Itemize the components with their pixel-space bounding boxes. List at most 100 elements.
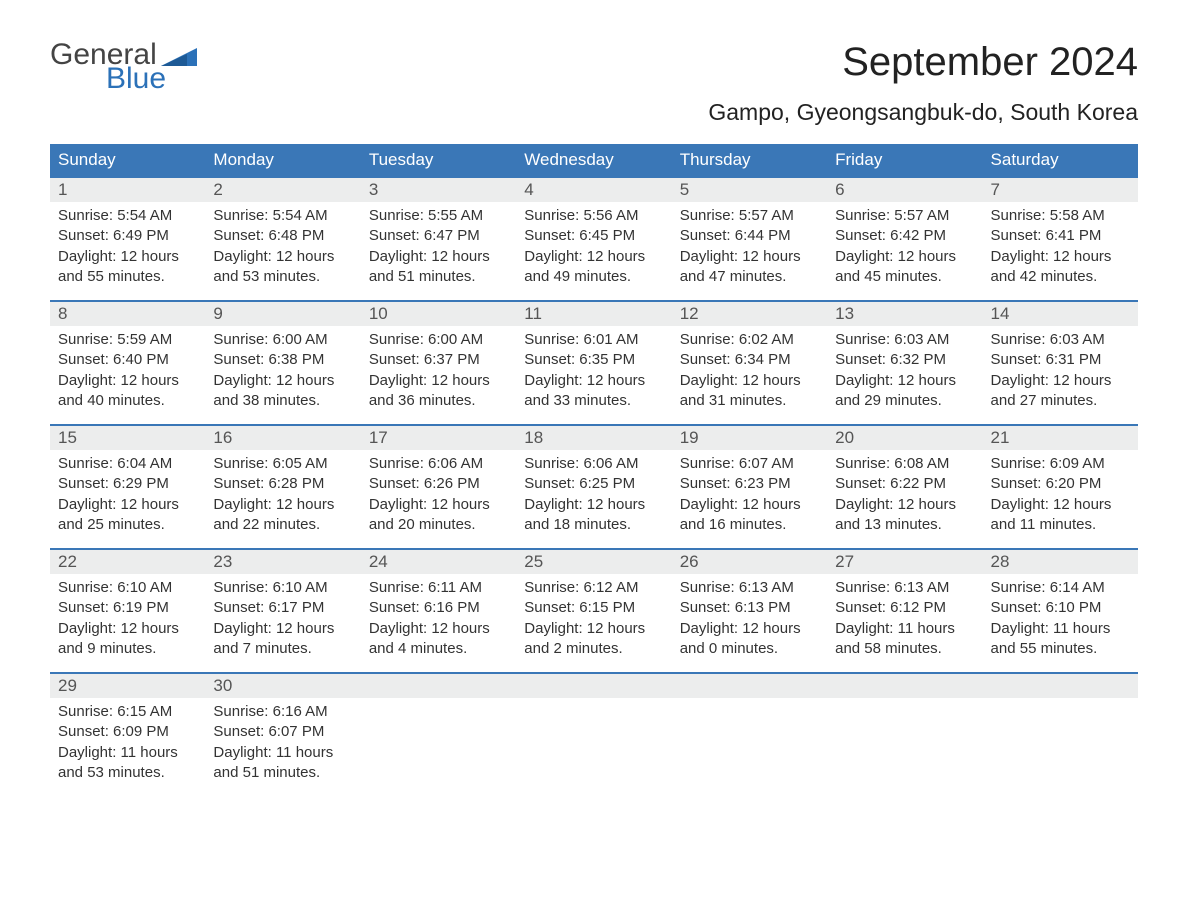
sunset-text: Sunset: 6:47 PM xyxy=(369,226,508,246)
daylight-text: and 13 minutes. xyxy=(835,515,974,535)
day-cell: Sunrise: 6:00 AMSunset: 6:37 PMDaylight:… xyxy=(361,326,516,422)
sunrise-text: Sunrise: 6:07 AM xyxy=(680,454,819,474)
daylight-text: Daylight: 12 hours xyxy=(213,495,352,515)
calendar: Sunday Monday Tuesday Wednesday Thursday… xyxy=(50,144,1138,794)
sunrise-text: Sunrise: 6:11 AM xyxy=(369,578,508,598)
sunset-text: Sunset: 6:23 PM xyxy=(680,474,819,494)
daylight-text: and 38 minutes. xyxy=(213,391,352,411)
day-cell: Sunrise: 5:55 AMSunset: 6:47 PMDaylight:… xyxy=(361,202,516,298)
day-number: 12 xyxy=(672,302,827,326)
daylight-text: Daylight: 12 hours xyxy=(369,495,508,515)
daynum-band: 1234567 xyxy=(50,178,1138,202)
flag-icon xyxy=(161,44,197,66)
sunrise-text: Sunrise: 6:06 AM xyxy=(369,454,508,474)
day-cell: Sunrise: 6:15 AMSunset: 6:09 PMDaylight:… xyxy=(50,698,205,794)
weeks-container: 1234567Sunrise: 5:54 AMSunset: 6:49 PMDa… xyxy=(50,176,1138,794)
day-cell: Sunrise: 5:56 AMSunset: 6:45 PMDaylight:… xyxy=(516,202,671,298)
day-number: 2 xyxy=(205,178,360,202)
day-cell: Sunrise: 5:58 AMSunset: 6:41 PMDaylight:… xyxy=(983,202,1138,298)
day-number: 13 xyxy=(827,302,982,326)
daylight-text: Daylight: 12 hours xyxy=(58,619,197,639)
sunrise-text: Sunrise: 6:05 AM xyxy=(213,454,352,474)
week-block: 15161718192021Sunrise: 6:04 AMSunset: 6:… xyxy=(50,424,1138,546)
daynum-band: 22232425262728 xyxy=(50,550,1138,574)
daylight-text: and 55 minutes. xyxy=(991,639,1130,659)
daylight-text: Daylight: 12 hours xyxy=(524,371,663,391)
sunrise-text: Sunrise: 5:59 AM xyxy=(58,330,197,350)
sunset-text: Sunset: 6:07 PM xyxy=(213,722,352,742)
day-cell: Sunrise: 5:54 AMSunset: 6:49 PMDaylight:… xyxy=(50,202,205,298)
sunset-text: Sunset: 6:31 PM xyxy=(991,350,1130,370)
daylight-text: Daylight: 12 hours xyxy=(369,371,508,391)
sunset-text: Sunset: 6:37 PM xyxy=(369,350,508,370)
sunrise-text: Sunrise: 6:01 AM xyxy=(524,330,663,350)
day-cell: Sunrise: 6:11 AMSunset: 6:16 PMDaylight:… xyxy=(361,574,516,670)
sunset-text: Sunset: 6:16 PM xyxy=(369,598,508,618)
day-cell xyxy=(516,698,671,794)
content-band: Sunrise: 6:04 AMSunset: 6:29 PMDaylight:… xyxy=(50,450,1138,546)
sunrise-text: Sunrise: 6:16 AM xyxy=(213,702,352,722)
daylight-text: and 0 minutes. xyxy=(680,639,819,659)
day-number: 21 xyxy=(983,426,1138,450)
weekday-header: Friday xyxy=(827,144,982,176)
sunset-text: Sunset: 6:48 PM xyxy=(213,226,352,246)
day-cell xyxy=(361,698,516,794)
daylight-text: Daylight: 12 hours xyxy=(835,247,974,267)
day-cell: Sunrise: 6:00 AMSunset: 6:38 PMDaylight:… xyxy=(205,326,360,422)
daylight-text: and 22 minutes. xyxy=(213,515,352,535)
daylight-text: and 25 minutes. xyxy=(58,515,197,535)
daylight-text: Daylight: 12 hours xyxy=(369,247,508,267)
content-band: Sunrise: 5:54 AMSunset: 6:49 PMDaylight:… xyxy=(50,202,1138,298)
day-cell: Sunrise: 6:14 AMSunset: 6:10 PMDaylight:… xyxy=(983,574,1138,670)
sunset-text: Sunset: 6:42 PM xyxy=(835,226,974,246)
sunset-text: Sunset: 6:41 PM xyxy=(991,226,1130,246)
daylight-text: and 9 minutes. xyxy=(58,639,197,659)
day-number: 22 xyxy=(50,550,205,574)
daylight-text: Daylight: 12 hours xyxy=(835,495,974,515)
daylight-text: and 58 minutes. xyxy=(835,639,974,659)
sunrise-text: Sunrise: 5:57 AM xyxy=(835,206,974,226)
daylight-text: and 55 minutes. xyxy=(58,267,197,287)
day-cell: Sunrise: 6:04 AMSunset: 6:29 PMDaylight:… xyxy=(50,450,205,546)
day-number xyxy=(672,674,827,698)
daylight-text: and 20 minutes. xyxy=(369,515,508,535)
day-cell: Sunrise: 6:12 AMSunset: 6:15 PMDaylight:… xyxy=(516,574,671,670)
sunrise-text: Sunrise: 6:13 AM xyxy=(680,578,819,598)
day-number: 3 xyxy=(361,178,516,202)
daylight-text: Daylight: 12 hours xyxy=(213,371,352,391)
day-cell: Sunrise: 6:10 AMSunset: 6:19 PMDaylight:… xyxy=(50,574,205,670)
logo-blue-text: Blue xyxy=(106,64,166,94)
daylight-text: and 4 minutes. xyxy=(369,639,508,659)
day-number: 11 xyxy=(516,302,671,326)
day-number: 14 xyxy=(983,302,1138,326)
daylight-text: and 2 minutes. xyxy=(524,639,663,659)
day-number: 7 xyxy=(983,178,1138,202)
sunrise-text: Sunrise: 5:54 AM xyxy=(58,206,197,226)
week-block: 2930Sunrise: 6:15 AMSunset: 6:09 PMDayli… xyxy=(50,672,1138,794)
sunset-text: Sunset: 6:29 PM xyxy=(58,474,197,494)
sunset-text: Sunset: 6:22 PM xyxy=(835,474,974,494)
sunrise-text: Sunrise: 6:09 AM xyxy=(991,454,1130,474)
day-cell: Sunrise: 6:10 AMSunset: 6:17 PMDaylight:… xyxy=(205,574,360,670)
sunrise-text: Sunrise: 5:57 AM xyxy=(680,206,819,226)
sunrise-text: Sunrise: 6:06 AM xyxy=(524,454,663,474)
sunset-text: Sunset: 6:17 PM xyxy=(213,598,352,618)
day-number: 1 xyxy=(50,178,205,202)
daylight-text: and 40 minutes. xyxy=(58,391,197,411)
sunrise-text: Sunrise: 6:10 AM xyxy=(213,578,352,598)
day-cell xyxy=(672,698,827,794)
day-number xyxy=(361,674,516,698)
day-cell: Sunrise: 6:05 AMSunset: 6:28 PMDaylight:… xyxy=(205,450,360,546)
weekday-header: Monday xyxy=(205,144,360,176)
day-number: 18 xyxy=(516,426,671,450)
daylight-text: and 49 minutes. xyxy=(524,267,663,287)
daylight-text: and 45 minutes. xyxy=(835,267,974,287)
sunset-text: Sunset: 6:35 PM xyxy=(524,350,663,370)
daylight-text: Daylight: 12 hours xyxy=(524,619,663,639)
sunrise-text: Sunrise: 6:08 AM xyxy=(835,454,974,474)
daylight-text: and 31 minutes. xyxy=(680,391,819,411)
daylight-text: and 27 minutes. xyxy=(991,391,1130,411)
day-number: 16 xyxy=(205,426,360,450)
sunrise-text: Sunrise: 6:00 AM xyxy=(369,330,508,350)
content-band: Sunrise: 6:15 AMSunset: 6:09 PMDaylight:… xyxy=(50,698,1138,794)
